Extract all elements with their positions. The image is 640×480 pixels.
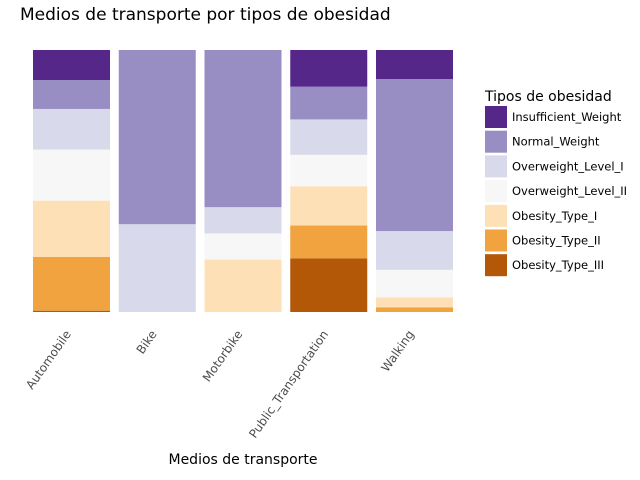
bar-segment-motorbike-overweight-level-ii: [204, 233, 282, 260]
legend-swatch-normal-weight: [485, 130, 507, 153]
bar-segment-walking-insufficient-weight: [376, 50, 453, 80]
legend-label-obesity-type-iii: Obesity_Type_III: [512, 258, 604, 272]
x-tick-label: Bike: [134, 328, 160, 357]
bar-segment-motorbike-normal-weight: [204, 50, 282, 208]
bar-segment-walking-normal-weight: [376, 79, 453, 232]
bar-segment-automobile-obesity-type-iii: [33, 310, 110, 312]
legend-label-overweight-level-ii: Overweight_Level_II: [512, 184, 627, 198]
bar-segment-walking-overweight-level-i: [376, 231, 453, 270]
bar-segment-motorbike-obesity-type-i: [204, 259, 282, 312]
bar-segment-motorbike-overweight-level-i: [204, 207, 282, 234]
bar-segment-walking-obesity-type-i: [376, 297, 453, 308]
legend-swatch-obesity-type-i: [485, 204, 507, 227]
x-tick-label: Public_Transportation: [246, 328, 331, 441]
bar-segment-automobile-obesity-type-i: [33, 200, 110, 257]
legend-swatch-overweight-level-ii: [485, 180, 507, 203]
x-tick-label: Automobile: [23, 328, 74, 392]
bar-segment-public-transportation-normal-weight: [290, 86, 368, 120]
legend-swatch-obesity-type-ii: [485, 229, 507, 252]
bar-segment-bike-normal-weight: [118, 50, 196, 225]
legend-swatch-obesity-type-iii: [485, 254, 507, 277]
bar-segment-walking-overweight-level-ii: [376, 269, 453, 298]
bar-segment-automobile-overweight-level-ii: [33, 149, 110, 201]
legend-label-overweight-level-i: Overweight_Level_I: [512, 159, 624, 173]
bar-segment-walking-obesity-type-ii: [376, 307, 453, 312]
legend-label-normal-weight: Normal_Weight: [512, 135, 600, 149]
chart-title: Medios de transporte por tipos de obesid…: [20, 5, 391, 25]
bar-segment-public-transportation-overweight-level-ii: [290, 154, 368, 187]
bar-segment-automobile-obesity-type-ii: [33, 256, 110, 311]
bar-segment-public-transportation-obesity-type-iii: [290, 258, 368, 312]
legend-label-insufficient-weight: Insufficient_Weight: [512, 110, 622, 124]
legend-title: Tipos de obesidad: [484, 89, 612, 105]
legend: Tipos de obesidad Insufficient_Weight Nor…: [484, 89, 627, 277]
x-tick-label: Walking: [378, 328, 417, 375]
bar-segment-automobile-insufficient-weight: [33, 50, 110, 81]
x-axis-ticks: Automobile Bike Motorbike Public_Transporta…: [23, 328, 417, 441]
bar-segment-public-transportation-obesity-type-ii: [290, 225, 368, 259]
legend-swatch-overweight-level-i: [485, 155, 507, 178]
bar-segment-automobile-normal-weight: [33, 80, 110, 109]
bar-segment-public-transportation-insufficient-weight: [290, 50, 368, 87]
x-axis-title: Medios de transporte: [168, 452, 317, 468]
bar-segment-bike-overweight-level-i: [118, 224, 196, 312]
legend-swatch-insufficient-weight: [485, 106, 507, 128]
legend-label-obesity-type-ii: Obesity_Type_II: [512, 234, 601, 248]
x-tick-label: Motorbike: [200, 328, 246, 385]
bar-segment-automobile-overweight-level-i: [33, 108, 110, 150]
legend-label-obesity-type-i: Obesity_Type_I: [512, 209, 597, 223]
plot-area: [33, 50, 453, 312]
bar-segment-public-transportation-obesity-type-i: [290, 186, 368, 226]
bar-segment-public-transportation-overweight-level-i: [290, 119, 368, 155]
